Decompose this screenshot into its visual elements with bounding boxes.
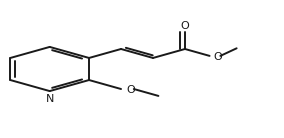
Text: O: O	[214, 52, 223, 62]
Text: O: O	[181, 21, 189, 31]
Text: O: O	[126, 85, 135, 95]
Text: N: N	[45, 94, 54, 104]
